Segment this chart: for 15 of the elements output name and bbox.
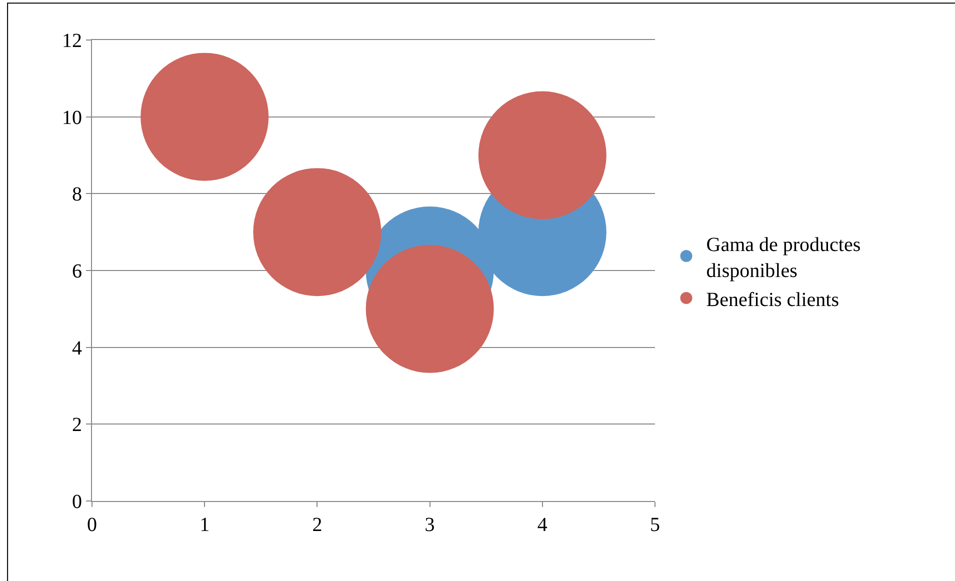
x-tick-label: 3 <box>424 514 435 536</box>
y-tick-label: 2 <box>72 414 82 436</box>
y-tick-label: 10 <box>62 106 82 129</box>
x-tick-label: 1 <box>200 514 210 536</box>
y-tick-label: 12 <box>62 30 82 52</box>
y-tick-label: 0 <box>72 491 82 513</box>
legend-label: Beneficis clients <box>706 288 840 311</box>
x-tick-label: 2 <box>312 514 322 536</box>
x-tick-label: 0 <box>87 514 97 536</box>
y-tick-label: 4 <box>72 337 82 360</box>
legend-label: Gama de productes disponibles <box>706 234 861 282</box>
y-tick-label: 6 <box>72 260 82 282</box>
y-tick-label: 8 <box>72 184 82 206</box>
x-tick-label: 4 <box>537 514 548 536</box>
x-tick-label: 5 <box>650 514 660 536</box>
